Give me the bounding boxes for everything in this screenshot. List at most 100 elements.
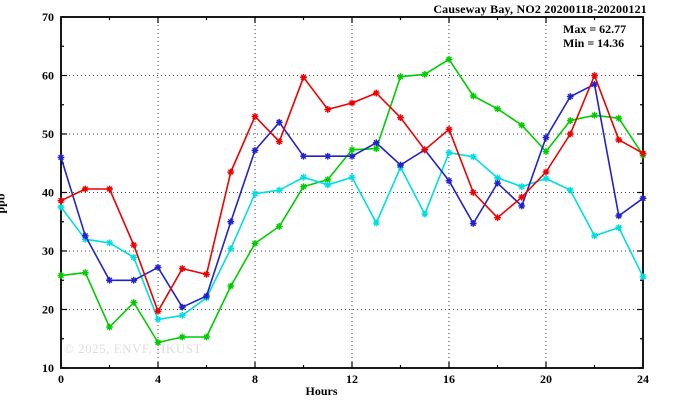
series-red-marker xyxy=(227,168,235,176)
y-tick-label: 70 xyxy=(42,10,54,24)
y-tick-label: 60 xyxy=(42,69,54,83)
series-red-marker xyxy=(275,138,283,146)
series-red-marker xyxy=(542,168,550,176)
series-red-marker xyxy=(445,125,453,133)
series-green-marker xyxy=(178,333,186,341)
x-tick-label: 4 xyxy=(155,372,161,386)
y-tick-label: 40 xyxy=(42,186,54,200)
series-red-marker xyxy=(639,149,647,157)
series-cyan-marker xyxy=(591,232,598,240)
series-green-marker xyxy=(566,117,574,124)
series-blue-marker xyxy=(445,177,453,185)
series-green-marker xyxy=(275,223,283,230)
series-green-marker xyxy=(57,272,65,279)
series-cyan-marker xyxy=(178,311,186,319)
series-cyan-marker xyxy=(130,254,138,261)
x-tick-label: 12 xyxy=(346,372,358,386)
series-blue-marker xyxy=(591,80,598,88)
series-cyan-marker xyxy=(518,183,526,191)
series-green-marker xyxy=(227,282,235,290)
series-blue-marker xyxy=(615,212,623,220)
series-green-marker xyxy=(421,70,429,78)
y-tick-label: 50 xyxy=(42,127,54,141)
series-blue-marker xyxy=(494,179,501,187)
series-blue-marker xyxy=(203,292,210,300)
series-green-marker xyxy=(397,73,404,81)
series-cyan-marker xyxy=(542,175,550,182)
min-value-label: Min = 14.36 xyxy=(563,36,625,50)
series-red-marker xyxy=(154,307,162,315)
series-blue-marker xyxy=(106,276,113,284)
series-green-marker xyxy=(81,269,89,277)
series-cyan-marker xyxy=(421,210,429,218)
x-tick-label: 8 xyxy=(252,372,258,386)
chart-title: Causeway Bay, NO2 20200118-20200121 xyxy=(433,2,647,16)
y-tick-label: 20 xyxy=(42,303,54,317)
series-cyan-marker xyxy=(469,153,477,161)
series-cyan-marker xyxy=(494,174,501,182)
x-tick-label: 0 xyxy=(58,372,64,386)
series-blue-marker xyxy=(518,202,526,210)
series-green-marker xyxy=(494,105,501,113)
series-green-marker xyxy=(445,55,453,63)
series-red-marker xyxy=(178,265,186,272)
series-red-marker xyxy=(518,193,526,201)
series-cyan-marker xyxy=(348,173,356,181)
x-tick-label: 16 xyxy=(443,372,455,386)
series-red-marker xyxy=(106,185,113,193)
series-cyan-marker xyxy=(251,190,259,198)
series-green-marker xyxy=(372,145,380,153)
series-red-marker xyxy=(251,113,259,120)
series-red-marker xyxy=(324,106,332,113)
series-red-marker xyxy=(397,114,404,122)
series-green-marker xyxy=(203,333,210,341)
series-cyan-marker xyxy=(57,203,65,211)
series-red-marker xyxy=(130,241,138,249)
series-red-marker xyxy=(372,89,380,97)
x-axis-label: Hours xyxy=(305,384,338,398)
series-cyan-marker xyxy=(324,181,332,189)
series-red-marker xyxy=(81,185,89,193)
series-red-marker xyxy=(348,99,356,107)
series-cyan-marker xyxy=(372,219,380,227)
series-blue-marker xyxy=(469,220,477,227)
series-cyan-marker xyxy=(300,173,307,181)
series-blue-marker xyxy=(348,152,356,160)
series-blue-marker xyxy=(81,232,89,240)
series-blue-marker xyxy=(372,139,380,147)
series-green-marker xyxy=(106,323,113,331)
series-cyan-marker xyxy=(566,186,574,194)
series-blue-marker xyxy=(154,263,162,271)
series-cyan-marker xyxy=(227,245,235,253)
series-blue-marker xyxy=(57,154,65,161)
series-green-marker xyxy=(251,239,259,247)
series-green-marker xyxy=(300,183,307,191)
series-red-marker xyxy=(203,271,210,278)
series-green-marker xyxy=(348,146,356,154)
series-cyan-marker xyxy=(154,316,162,323)
series-cyan-marker xyxy=(639,273,647,281)
series-cyan-marker xyxy=(81,235,89,243)
series-blue-marker xyxy=(300,152,307,160)
series-red-marker xyxy=(300,73,307,81)
y-tick-label: 30 xyxy=(42,244,54,258)
series-green-marker xyxy=(615,114,623,122)
x-tick-label: 20 xyxy=(540,372,552,386)
series-cyan-marker xyxy=(615,224,623,231)
series-blue-marker xyxy=(251,146,259,154)
series-red-marker xyxy=(469,189,477,196)
series-green-marker xyxy=(154,339,162,346)
series-red-marker xyxy=(591,72,598,79)
series-blue-marker xyxy=(130,276,138,284)
series-blue-marker xyxy=(324,152,332,160)
y-tick-label: 10 xyxy=(42,361,54,375)
series-blue-marker xyxy=(639,194,647,202)
series-red-marker xyxy=(494,214,501,222)
series-green-marker xyxy=(324,176,332,184)
series-blue-marker xyxy=(178,303,186,311)
series-blue-marker xyxy=(566,93,574,100)
series-cyan-marker xyxy=(275,186,283,194)
series-blue-marker xyxy=(227,218,235,226)
